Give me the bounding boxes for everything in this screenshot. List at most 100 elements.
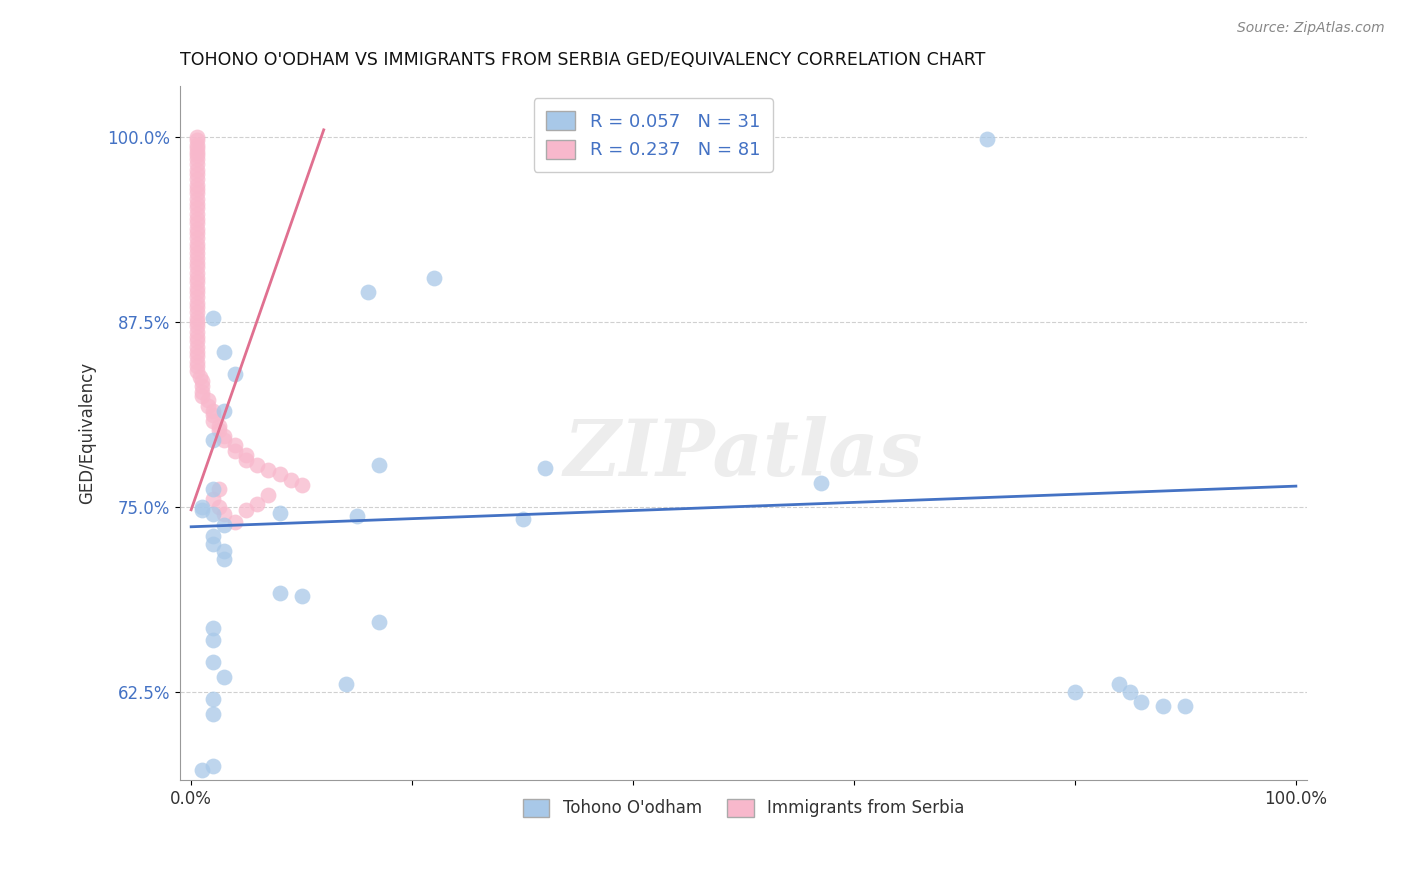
- Point: [197, 393, 219, 408]
- Point: [186, 300, 208, 314]
- Point: [208, 418, 231, 433]
- Point: [186, 201, 208, 215]
- Point: [202, 529, 225, 543]
- Point: [202, 692, 225, 706]
- Point: [214, 434, 236, 448]
- Point: [214, 429, 236, 443]
- Point: [235, 448, 257, 462]
- Point: [214, 517, 236, 532]
- Point: [202, 414, 225, 428]
- Point: [423, 270, 446, 285]
- Point: [191, 384, 214, 399]
- Text: Source: ZipAtlas.com: Source: ZipAtlas.com: [1237, 21, 1385, 35]
- Point: [246, 458, 269, 473]
- Point: [208, 500, 231, 514]
- Point: [976, 132, 998, 146]
- Point: [186, 192, 208, 206]
- Point: [214, 403, 236, 417]
- Point: [186, 148, 208, 162]
- Point: [191, 502, 214, 516]
- Point: [191, 374, 214, 388]
- Point: [246, 497, 269, 511]
- Point: [291, 589, 314, 603]
- Point: [269, 585, 291, 599]
- Point: [533, 461, 555, 475]
- Point: [208, 482, 231, 496]
- Point: [186, 137, 208, 152]
- Point: [188, 369, 211, 384]
- Point: [186, 231, 208, 245]
- Point: [186, 157, 208, 171]
- Point: [186, 359, 208, 374]
- Point: [186, 281, 208, 295]
- Point: [186, 270, 208, 285]
- Point: [197, 399, 219, 413]
- Point: [186, 334, 208, 349]
- Point: [191, 389, 214, 403]
- Point: [186, 162, 208, 177]
- Point: [186, 266, 208, 280]
- Point: [269, 506, 291, 520]
- Point: [186, 256, 208, 270]
- Point: [186, 222, 208, 236]
- Point: [1108, 677, 1130, 691]
- Point: [257, 463, 280, 477]
- Point: [186, 140, 208, 154]
- Point: [186, 196, 208, 211]
- Point: [186, 211, 208, 226]
- Point: [202, 403, 225, 417]
- Point: [186, 315, 208, 329]
- Point: [235, 452, 257, 467]
- Point: [214, 344, 236, 359]
- Point: [186, 133, 208, 147]
- Point: [186, 252, 208, 266]
- Point: [202, 621, 225, 635]
- Point: [202, 706, 225, 721]
- Point: [202, 408, 225, 422]
- Point: [186, 227, 208, 241]
- Point: [214, 670, 236, 684]
- Point: [186, 364, 208, 378]
- Point: [1064, 684, 1087, 698]
- Point: [186, 355, 208, 369]
- Point: [224, 515, 246, 529]
- Point: [291, 477, 314, 491]
- Text: ZIPatlas: ZIPatlas: [564, 416, 924, 492]
- Point: [512, 511, 534, 525]
- Point: [224, 443, 246, 458]
- Point: [186, 216, 208, 230]
- Point: [357, 285, 380, 300]
- Point: [186, 349, 208, 363]
- Point: [335, 677, 357, 691]
- Point: [186, 330, 208, 344]
- Y-axis label: GED/Equivalency: GED/Equivalency: [79, 362, 96, 504]
- Point: [1119, 684, 1142, 698]
- Point: [280, 473, 302, 487]
- Text: TOHONO O'ODHAM VS IMMIGRANTS FROM SERBIA GED/EQUIVALENCY CORRELATION CHART: TOHONO O'ODHAM VS IMMIGRANTS FROM SERBIA…: [180, 51, 986, 69]
- Point: [191, 763, 214, 777]
- Point: [186, 178, 208, 192]
- Point: [224, 438, 246, 452]
- Point: [186, 241, 208, 255]
- Point: [186, 167, 208, 181]
- Point: [186, 171, 208, 186]
- Point: [186, 182, 208, 196]
- Point: [368, 458, 391, 473]
- Point: [186, 340, 208, 354]
- Point: [810, 476, 832, 491]
- Point: [186, 130, 208, 145]
- Point: [202, 632, 225, 647]
- Point: [202, 655, 225, 669]
- Point: [1130, 695, 1153, 709]
- Point: [186, 344, 208, 359]
- Point: [269, 467, 291, 482]
- Point: [202, 310, 225, 325]
- Point: [202, 507, 225, 521]
- Point: [202, 434, 225, 448]
- Point: [186, 186, 208, 201]
- Point: [208, 423, 231, 437]
- Point: [191, 500, 214, 514]
- Point: [186, 326, 208, 340]
- Point: [346, 508, 368, 523]
- Point: [186, 319, 208, 334]
